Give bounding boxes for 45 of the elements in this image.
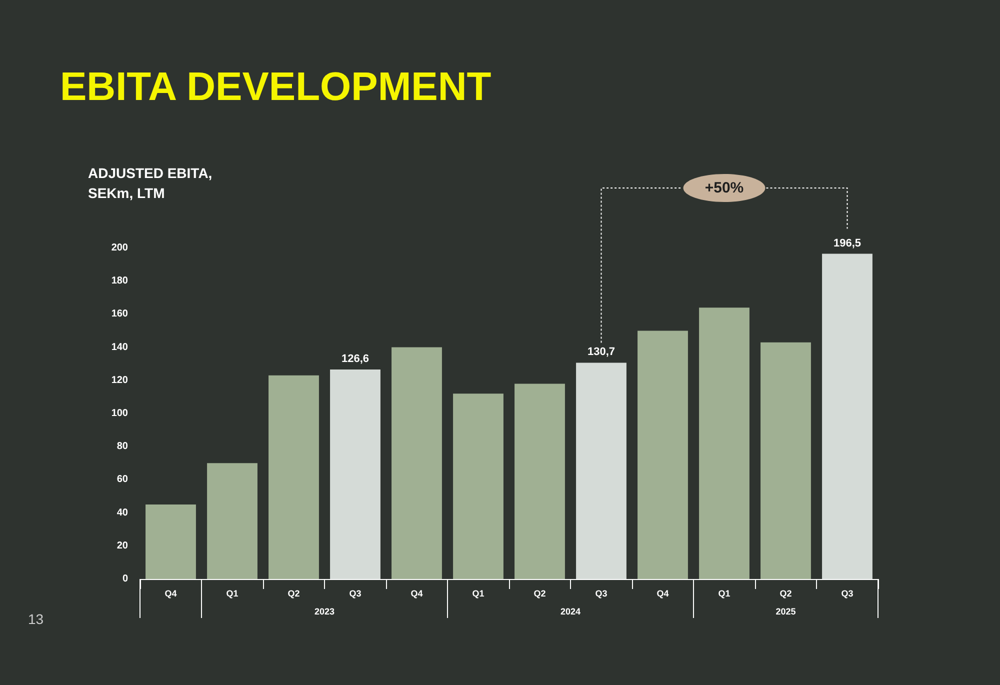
text: 2023 bbox=[314, 606, 335, 616]
x-tick-label: Q2 bbox=[288, 588, 300, 598]
x-tick-label: Q1 bbox=[718, 588, 730, 598]
bar bbox=[638, 330, 688, 579]
bar bbox=[514, 384, 565, 579]
y-tick-label: 0 bbox=[122, 574, 128, 584]
x-tick-label: Q2 bbox=[780, 588, 792, 598]
x-tick-label: Q4 bbox=[164, 588, 177, 598]
bar bbox=[576, 362, 626, 579]
x-tick-label: Q3 bbox=[349, 588, 362, 598]
y-tick-label: 200 bbox=[111, 242, 128, 254]
y-tick-label: 80 bbox=[116, 441, 128, 452]
bar bbox=[268, 375, 319, 579]
text: 13 bbox=[28, 611, 44, 627]
y-tick-label: 40 bbox=[116, 507, 128, 518]
text: +50% bbox=[704, 180, 744, 196]
bar bbox=[760, 342, 811, 579]
y-tick-label: 20 bbox=[116, 540, 128, 552]
bar bbox=[453, 394, 504, 579]
x-tick-label: Q2 bbox=[534, 588, 546, 598]
y-tick-label: 100 bbox=[111, 408, 128, 419]
y-tick-label: 140 bbox=[111, 342, 128, 353]
y-tick-label: 180 bbox=[111, 276, 128, 287]
data-label: 130,7 bbox=[587, 346, 616, 358]
y-tick-label: 160 bbox=[111, 308, 128, 320]
y-tick-label: 120 bbox=[111, 374, 128, 386]
bar bbox=[330, 369, 380, 579]
y-axis-title: ADJUSTED EBITA, SEKm, LTM bbox=[88, 165, 212, 201]
bar bbox=[822, 254, 872, 579]
bar bbox=[392, 347, 442, 579]
bar bbox=[207, 463, 258, 579]
x-tick-label: Q3 bbox=[841, 588, 854, 598]
text: 2024 bbox=[560, 606, 581, 616]
x-tick-label: Q3 bbox=[595, 588, 608, 598]
data-label: 126,6 bbox=[341, 352, 370, 365]
x-tick-label: Q1 bbox=[472, 588, 484, 598]
y-tick-label: 60 bbox=[116, 474, 128, 486]
bar bbox=[146, 504, 196, 579]
text: 2025 bbox=[776, 606, 796, 616]
data-label: 196,5 bbox=[833, 237, 862, 250]
x-tick-label: Q1 bbox=[226, 588, 238, 598]
chart-title: EBITA DEVELOPMENT bbox=[60, 65, 492, 109]
x-tick-label: Q4 bbox=[410, 588, 423, 598]
x-tick-label: Q4 bbox=[656, 588, 669, 598]
bar bbox=[699, 308, 750, 579]
